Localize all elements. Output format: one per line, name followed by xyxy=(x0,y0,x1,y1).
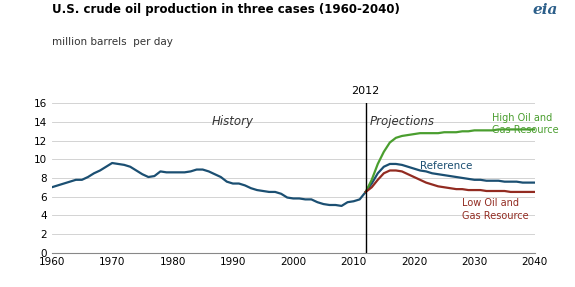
Text: Reference: Reference xyxy=(420,161,473,171)
Text: Low Oil and
Gas Resource: Low Oil and Gas Resource xyxy=(462,199,529,221)
Text: Projections: Projections xyxy=(369,115,435,129)
Text: U.S. crude oil production in three cases (1960-2040): U.S. crude oil production in three cases… xyxy=(52,3,400,16)
Text: 2012: 2012 xyxy=(351,86,380,96)
Text: eia: eia xyxy=(532,3,558,17)
Text: History: History xyxy=(212,115,254,129)
Text: High Oil and
Gas Resource: High Oil and Gas Resource xyxy=(493,113,559,135)
Text: million barrels  per day: million barrels per day xyxy=(52,37,172,47)
